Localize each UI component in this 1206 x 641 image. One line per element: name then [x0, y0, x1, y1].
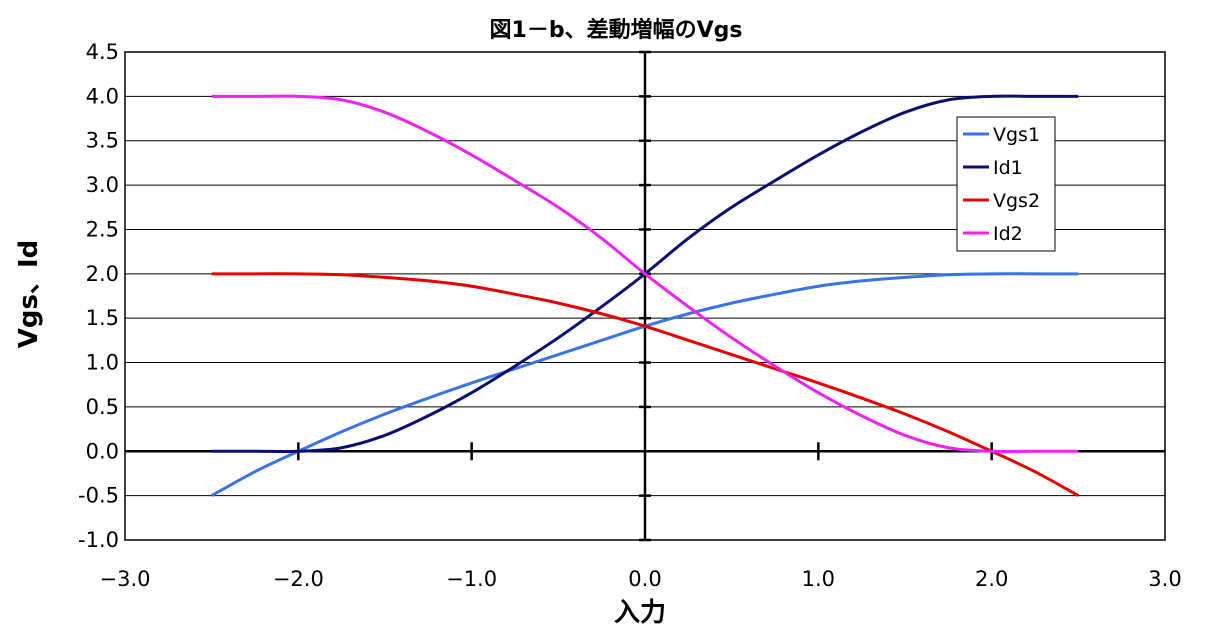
y-tick-label: 0.0 — [86, 439, 119, 463]
chart-title: 図1－b、差動増幅のVgs — [490, 17, 743, 43]
y-tick-label: 2.0 — [86, 262, 119, 286]
y-tick-label: 0.5 — [86, 395, 119, 419]
y-tick-label: 1.5 — [86, 306, 119, 330]
legend-label: Vgs2 — [993, 190, 1040, 212]
axes: -1.0 -0.5 0.0 0.5 1.0 1.5 2.0 2.5 3.0 3.5 4.0 4.5 −3… — [78, 40, 1182, 591]
legend-label: Vgs1 — [993, 124, 1040, 146]
x-tick-label: 0.0 — [628, 567, 661, 591]
x-tick-label: −1.0 — [446, 567, 497, 591]
legend-label: Id2 — [993, 223, 1023, 245]
y-tick-label: 1.0 — [86, 351, 119, 375]
x-tick-label: 3.0 — [1148, 567, 1181, 591]
series-line-id2 — [211, 94, 1079, 454]
y-tick-label: 4.5 — [86, 40, 119, 64]
x-tick-label: −2.0 — [273, 567, 324, 591]
legend-box — [956, 116, 1056, 252]
y-tick-label: 3.0 — [86, 173, 119, 197]
x-tick-label: −3.0 — [100, 567, 151, 591]
y-axis-title: Vgs、Id — [14, 240, 44, 349]
y-tick-label: 2.5 — [86, 217, 119, 241]
y-tick-label: -0.5 — [78, 484, 119, 508]
x-axis-title: 入力 — [614, 598, 666, 628]
y-tick-label: 4.0 — [86, 84, 119, 108]
series-lines — [210, 94, 1080, 497]
y-tick-label: 3.5 — [86, 129, 119, 153]
legend-label: Id1 — [993, 157, 1023, 179]
x-tick-label: 2.0 — [975, 567, 1008, 591]
series-line-vgs2 — [211, 272, 1080, 497]
x-tick-label: 1.0 — [802, 567, 835, 591]
legend: Vgs1 Id1 Vgs2 Id2 — [956, 116, 1056, 252]
y-tick-label: -1.0 — [78, 528, 119, 552]
